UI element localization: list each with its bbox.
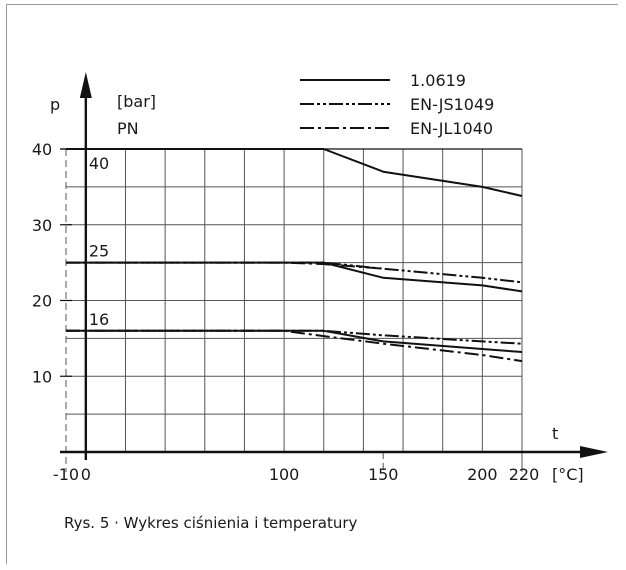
series-lines xyxy=(66,148,523,363)
x-axis-label: t xyxy=(552,424,558,443)
y-tick-label: 20 xyxy=(32,292,52,311)
x-axis-arrow xyxy=(580,446,608,458)
y-tick-label: 30 xyxy=(32,216,52,235)
x-axis-unit: [°C] xyxy=(552,465,584,484)
series-line xyxy=(66,261,523,284)
x-tick-label: 100 xyxy=(269,465,300,484)
figure-frame xyxy=(6,4,618,564)
x-tick-label: 200 xyxy=(467,465,498,484)
series-line xyxy=(66,329,523,353)
legend-label: 1.0619 xyxy=(410,71,466,90)
pn-level-label: 16 xyxy=(89,310,109,329)
y-axis-arrow xyxy=(79,72,92,98)
y-axis-unit: [bar] xyxy=(117,92,156,111)
series-line xyxy=(66,329,523,363)
series-line xyxy=(66,329,523,345)
figure-caption: Rys. 5 · Wykres ciśnienia i temperatury xyxy=(64,514,358,532)
pn-label: PN xyxy=(117,119,139,138)
y-tick-label: 10 xyxy=(32,367,52,386)
series-line xyxy=(66,148,523,197)
pn-level-label: 40 xyxy=(89,154,109,173)
y-tick-label: 40 xyxy=(32,140,52,159)
x-tick-label: -10 xyxy=(53,465,79,484)
y-axis-label: p xyxy=(50,95,60,114)
x-tick-label: 0 xyxy=(81,465,91,484)
legend-label: EN-JL1040 xyxy=(410,119,493,138)
series-line xyxy=(66,261,384,270)
pn-level-label: 25 xyxy=(89,242,109,261)
series-line xyxy=(66,261,523,293)
legend: 1.0619 EN-JS1049 EN-JL1040 xyxy=(300,71,494,138)
x-tick-label: 220 xyxy=(509,465,540,484)
x-tick-label: 150 xyxy=(368,465,399,484)
grid xyxy=(65,148,523,472)
tick-labels: -10 0 100 150 200 220 10 20 30 40 xyxy=(32,140,539,484)
legend-label: EN-JS1049 xyxy=(410,95,494,114)
pn-level-labels: 40 25 16 xyxy=(89,154,109,329)
